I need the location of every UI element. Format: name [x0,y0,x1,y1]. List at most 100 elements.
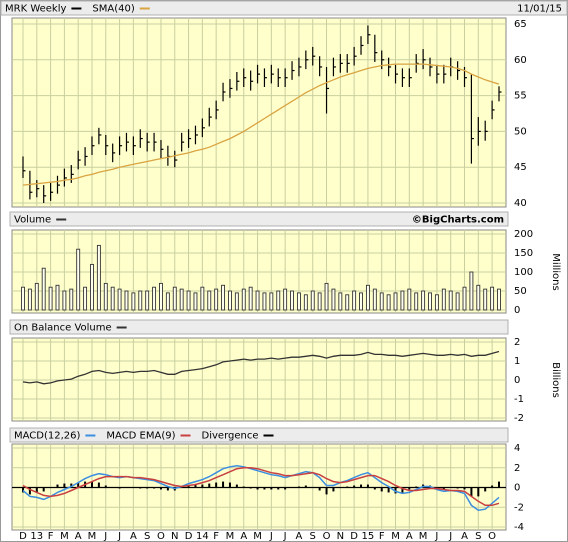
divergence-bar [63,483,66,488]
x-tick-label: N [337,531,344,542]
divergence-bar [166,487,169,491]
y-tick-label: 2 [514,337,520,348]
x-tick-label: 13 [30,531,43,542]
divergence-bar [304,485,307,488]
volume-bar [338,292,343,311]
divergence-bar [484,487,487,492]
divergence-bar [35,487,38,493]
divergence-bar [208,483,211,488]
divergence-bar [159,487,162,490]
volume-bar [434,294,439,311]
y-tick-label: 40 [514,198,527,209]
legend-label: On Balance Volume [14,323,112,334]
volume-bar [469,271,474,311]
divergence-bar [353,485,356,488]
x-tick-label: S [475,531,481,542]
y-axis-label: Billions [550,362,561,398]
volume-bar [172,286,177,311]
divergence-bar [187,485,190,488]
volume-bar [76,248,81,311]
x-tick-label: O [488,531,496,542]
x-tick-label: A [75,531,82,542]
divergence-bar [256,487,259,490]
volume-bar [331,288,336,311]
x-tick-label: M [391,531,400,542]
divergence-bar [346,486,349,488]
y-tick-label: -4 [514,522,524,533]
divergence-bar [373,487,376,490]
volume-bar [428,292,432,311]
y-tick-label: 0 [514,483,520,494]
volume-bar [152,286,157,311]
volume-bar [41,267,46,311]
y-tick-label: -2 [514,502,524,513]
divergence-bar [118,487,121,489]
volume-bar [462,286,467,311]
volume-bar [414,292,419,311]
divergence-bar [28,487,31,495]
divergence-bar [415,486,418,488]
y-tick-label: 100 [514,267,533,278]
volume-bar [48,286,53,311]
legend-label: SMA(40) [92,4,134,15]
volume-bar [476,284,481,311]
divergence-bar [153,487,156,489]
divergence-bar [263,487,266,490]
volume-bar [27,288,32,311]
divergence-bar [332,487,335,492]
volume-bar [248,286,253,311]
y-tick-label: 0 [514,305,520,316]
divergence-bar [277,487,280,490]
x-tick-label: M [419,531,428,542]
x-tick-label: A [406,531,413,542]
volume-bar [497,288,501,311]
x-tick-label: N [171,531,178,542]
legend-label: Divergence [202,431,259,442]
volume-bar [124,290,129,311]
x-tick-label: M [60,531,69,542]
divergence-bar [394,487,397,494]
volume-bar [379,292,384,311]
volume-bar [310,290,315,311]
x-tick-label: D [19,531,27,542]
y-tick-label: 65 [514,19,527,30]
volume-bar [386,294,391,311]
x-tick-label: O [323,531,331,542]
y-tick-label: 200 [514,229,533,240]
volume-bar [448,290,453,311]
divergence-bar [470,487,473,497]
x-tick-label: S [144,531,150,542]
y-tick-label: 45 [514,162,527,173]
volume-bar [317,292,322,311]
x-tick-label: J [283,531,287,542]
divergence-bar [325,487,328,495]
x-tick-label: D [350,531,358,542]
volume-bar [34,282,39,311]
divergence-bar [284,487,287,490]
volume-bar [324,282,329,311]
divergence-bar [408,487,411,490]
x-tick-label: D [185,531,193,542]
x-tick-label: A [240,531,247,542]
volume-bar [407,288,412,311]
divergence-bar [242,486,245,488]
volume-bar [193,292,198,311]
divergence-bar [366,484,369,488]
volume-bar [400,290,405,311]
label-bar [9,211,509,227]
volume-bar [359,292,363,311]
volume-bar [207,290,212,311]
divergence-bar [270,487,273,490]
divergence-bar [463,487,466,490]
x-tick-label: M [226,531,235,542]
divergence-bar [318,487,321,491]
divergence-bar [360,484,363,488]
legend-label: Volume [14,215,51,226]
x-tick-label: A [461,531,468,542]
volume-bar [96,244,101,311]
volume-bar [290,290,294,311]
y-tick-label: -1 [514,394,524,405]
volume-bar [296,292,301,311]
divergence-bar [201,484,204,488]
